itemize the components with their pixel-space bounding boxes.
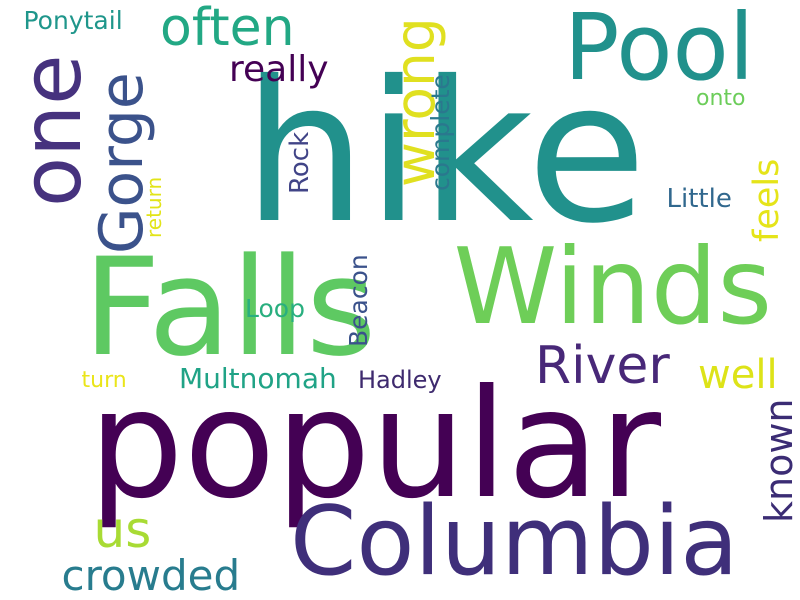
word-us: us [93, 501, 152, 559]
word-pool: Pool [564, 0, 755, 101]
word-well: well [698, 352, 778, 398]
word-return: return [142, 176, 166, 238]
word-falls: Falls [83, 229, 377, 386]
word-one: one [5, 53, 100, 207]
word-rock: Rock [285, 131, 315, 194]
word-often: often [160, 0, 295, 58]
word-really: really [229, 49, 329, 90]
word-feels: feels [747, 158, 787, 242]
word-hadley: Hadley [358, 366, 442, 394]
word-loop: Loop [245, 294, 305, 323]
word-hike: hike [243, 39, 647, 266]
word-crowded: crowded [61, 551, 241, 600]
word-river: River [535, 336, 670, 396]
word-onto: onto [696, 86, 746, 111]
word-winds: Winds [453, 226, 773, 348]
word-multnomah: Multnomah [179, 362, 337, 395]
word-ponytail: Ponytail [23, 6, 123, 35]
word-little: Little [666, 184, 732, 214]
word-beacon: Beacon [344, 253, 373, 347]
word-columbia: Columbia [290, 487, 739, 597]
word-popular: popular [88, 358, 662, 532]
word-known: known [757, 397, 800, 523]
word-turn: turn [81, 368, 127, 393]
word-complete: complete [426, 74, 455, 191]
